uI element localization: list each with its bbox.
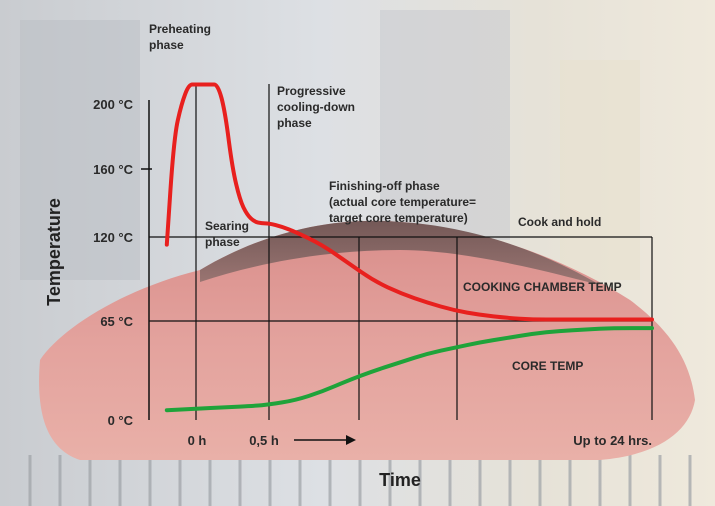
y-tick-label-120: 120 °C [93,230,134,245]
x-tick-label-0h: 0 h [188,433,207,448]
phase-label-hold: Cook and hold [518,215,601,229]
series-label-core: CORE TEMP [512,359,583,373]
x-tick-label-24h: Up to 24 hrs. [573,433,652,448]
series-line-core [164,326,654,413]
y-tick-label-65: 65 °C [100,314,133,329]
y-tick-label-200: 200 °C [93,97,134,112]
phase-grid [141,84,653,420]
phase-label-searing: Searing phase [205,219,252,249]
phase-label-cooling: Progressive cooling-down phase [277,84,358,130]
y-tick-label-0: 0 °C [108,413,134,428]
series-label-chamber: COOKING CHAMBER TEMP [463,280,622,294]
series-line-chamber [164,82,654,322]
y-tick-label-160: 160 °C [93,162,134,177]
arrow-right-icon [294,435,356,445]
y-axis-title: Temperature [44,198,64,306]
x-tick-label-0-5h: 0,5 h [249,433,279,448]
x-axis-title: Time [379,470,421,490]
phase-label-finishing: Finishing-off phase (actual core tempera… [329,179,479,225]
phase-label-preheating: Preheating phase [149,22,214,52]
